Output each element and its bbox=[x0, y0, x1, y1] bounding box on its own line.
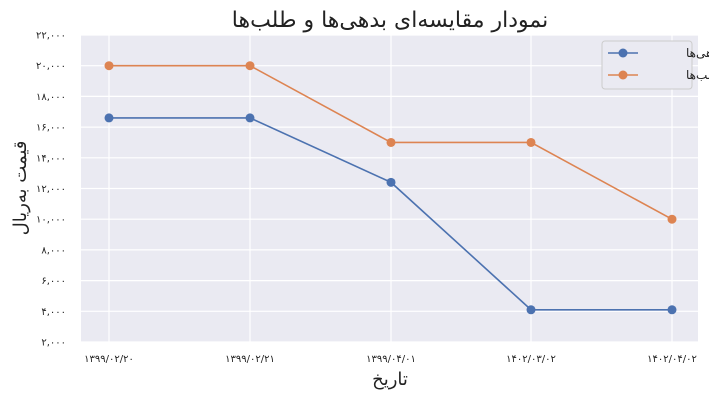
y-tick-label: ۴,۰۰۰ bbox=[41, 307, 66, 318]
y-tick-label: ۶,۰۰۰ bbox=[41, 276, 66, 287]
y-tick-label: ۲,۰۰۰ bbox=[41, 338, 66, 349]
data-point-1 bbox=[526, 137, 536, 147]
y-tick-label: ۱۴,۰۰۰ bbox=[36, 153, 66, 164]
y-tick-label: ۱۸,۰۰۰ bbox=[36, 92, 66, 103]
y-tick-label: ۱۲,۰۰۰ bbox=[36, 184, 66, 195]
legend-label-credits: طلب‌ها bbox=[686, 68, 709, 82]
grid bbox=[81, 34, 698, 343]
y-axis-label: قیمت به‌ریال bbox=[10, 141, 31, 236]
data-point-0 bbox=[386, 177, 396, 187]
data-point-1 bbox=[667, 214, 677, 224]
legend-box bbox=[601, 40, 693, 90]
data-point-1 bbox=[245, 61, 255, 71]
data-point-0 bbox=[667, 305, 677, 315]
tick-labels: ۲,۰۰۰ ۴,۰۰۰ ۶,۰۰۰ ۸,۰۰۰ ۱۰,۰۰۰ ۱۲,۰۰۰ ۱۴,۰۰۰ ۱۶… bbox=[36, 31, 697, 366]
legend-marker-debts bbox=[618, 48, 628, 58]
y-tick-label: ۲۰,۰۰۰ bbox=[36, 61, 66, 72]
data-point-0 bbox=[104, 113, 114, 123]
x-tick-label: ۱۴۰۲/۰۳/۰۲ bbox=[506, 354, 556, 365]
chart-title: نمودار مقایسه‌ای بدهی‌ها و طلب‌ها bbox=[232, 8, 548, 33]
y-tick-label: ۲۲,۰۰۰ bbox=[36, 31, 66, 42]
x-tick-label: ۱۳۹۹/۰۴/۰۱ bbox=[366, 354, 416, 365]
legend: بدهی‌ها طلب‌ها bbox=[601, 40, 709, 90]
data-point-0 bbox=[526, 305, 536, 315]
legend-marker-credits bbox=[618, 70, 628, 80]
y-tick-label: ۱۶,۰۰۰ bbox=[36, 123, 66, 134]
x-tick-label: ۱۴۰۲/۰۴/۰۲ bbox=[647, 354, 697, 365]
series-layer bbox=[104, 61, 677, 315]
data-point-0 bbox=[245, 113, 255, 123]
x-tick-label: ۱۳۹۹/۰۲/۲۰ bbox=[84, 354, 134, 365]
legend-label-debts: بدهی‌ها bbox=[686, 46, 709, 60]
data-point-1 bbox=[104, 61, 114, 71]
y-tick-label: ۸,۰۰۰ bbox=[41, 245, 66, 256]
x-axis-label: تاریخ bbox=[372, 369, 408, 390]
data-point-1 bbox=[386, 137, 396, 147]
x-tick-label: ۱۳۹۹/۰۲/۲۱ bbox=[225, 354, 275, 365]
y-tick-label: ۱۰,۰۰۰ bbox=[36, 215, 66, 226]
